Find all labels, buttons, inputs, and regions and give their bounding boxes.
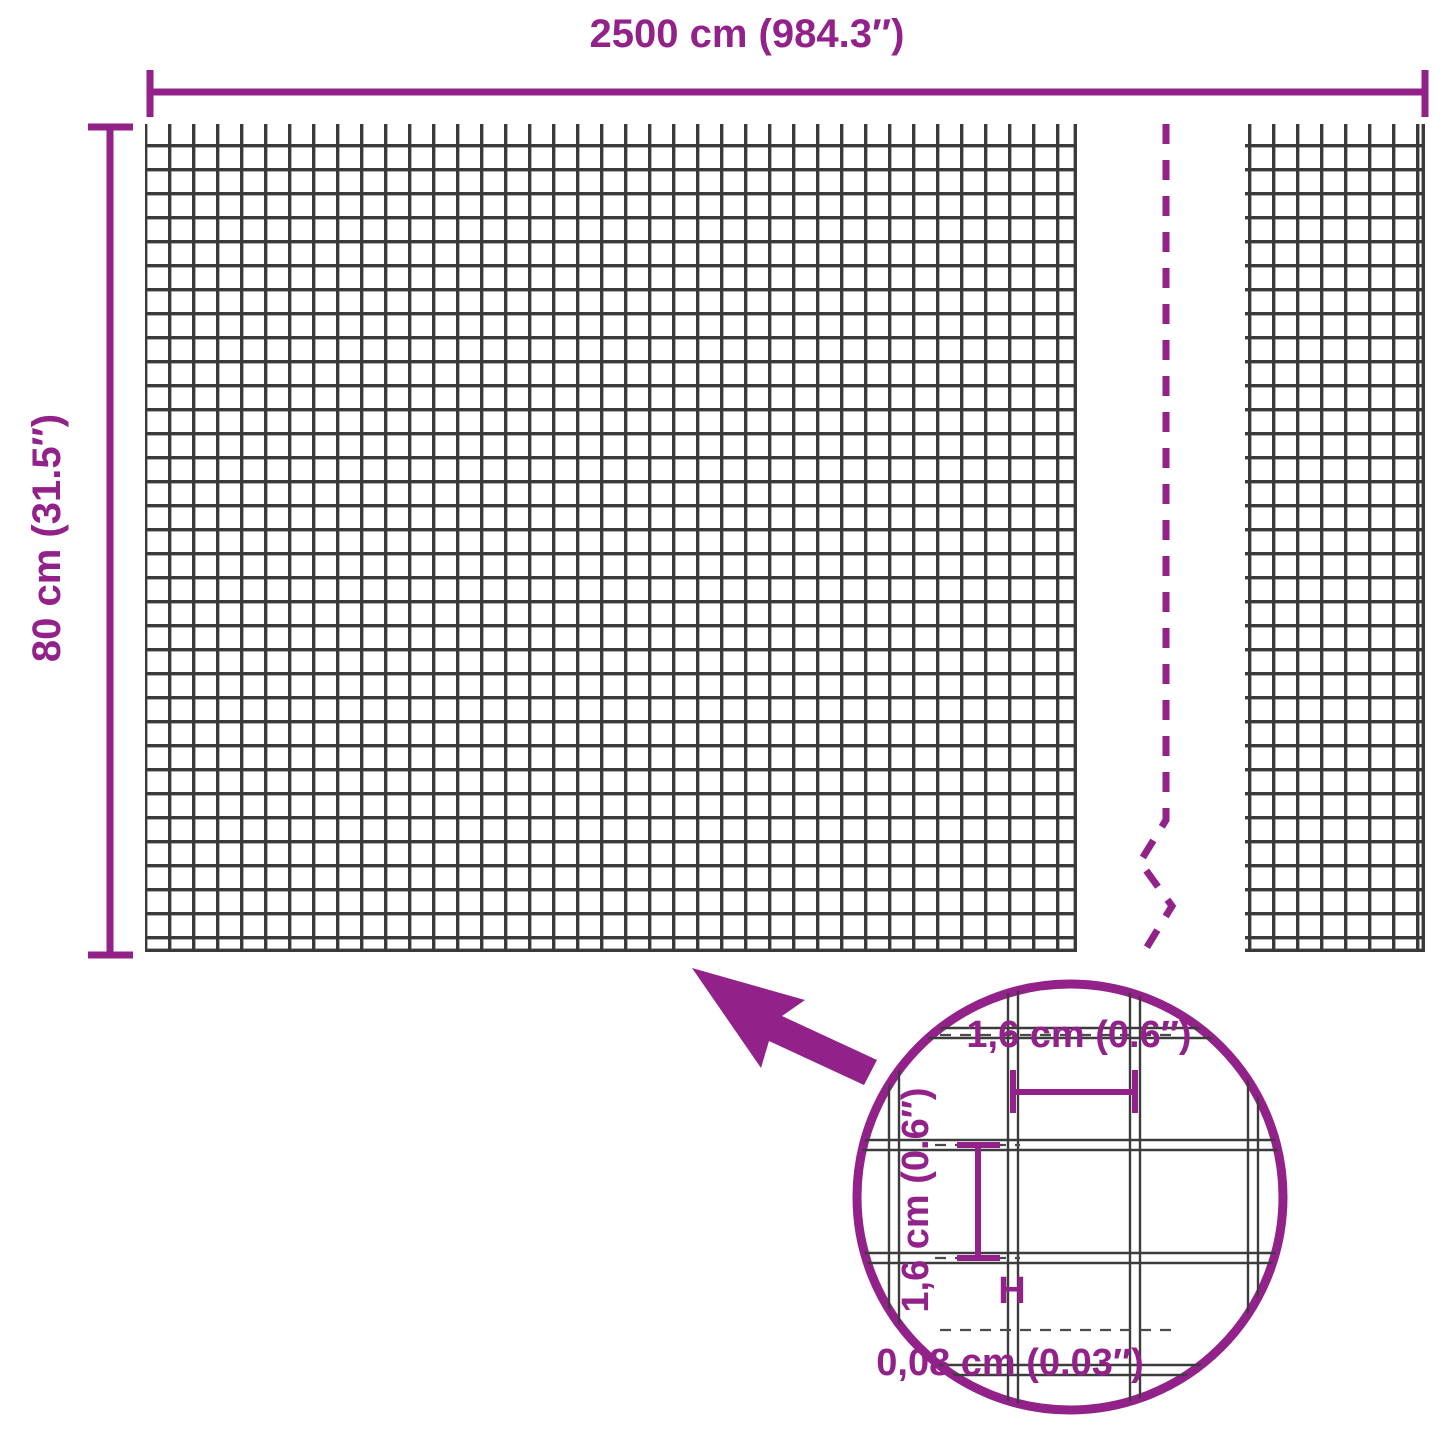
mesh-panel-right-edge-right [1421, 124, 1425, 952]
mesh-panel-main-edge-bottom [145, 948, 1077, 952]
width-dimension: 2500 cm (984.3″) [146, 12, 1429, 117]
width-dimension-label: 2500 cm (984.3″) [590, 12, 905, 56]
mesh-width-dimension-label: 1,6 cm (0.6″) [966, 1014, 1191, 1056]
wire-thickness-dimension-label: 0,08 cm (0.03″) [876, 1342, 1143, 1384]
mesh-panel-right [1245, 124, 1425, 952]
mesh-panel-main [145, 124, 1077, 952]
magnifier-callout: 1,6 cm (0.6″) 1,6 cm (0.6″) H 0,08 cm (0… [852, 979, 1288, 1415]
callout-arrow [692, 968, 877, 1085]
height-dimension: 80 cm (31.5″) [25, 123, 133, 959]
callout-arrow-shape [692, 968, 877, 1085]
mesh-height-dimension: 1,6 cm (0.6″) [895, 1087, 1000, 1313]
wire-thickness-dimension: H 0,08 cm (0.03″) [876, 1270, 1143, 1384]
mesh-height-dimension-label: 1,6 cm (0.6″) [895, 1087, 937, 1312]
height-dimension-label: 80 cm (31.5″) [25, 414, 69, 662]
mesh-panel-main-fill [145, 124, 1077, 952]
mesh-width-dimension: 1,6 cm (0.6″) [966, 1014, 1192, 1113]
magnifier-ring [852, 979, 1288, 1415]
mesh-panel-right-edge-bottom [1245, 948, 1425, 952]
break-line [1135, 124, 1177, 954]
mesh-panel-right-fill [1245, 124, 1425, 952]
mesh-panel-main-edge-right [1073, 124, 1077, 952]
wire-thickness-marker: H [998, 1270, 1025, 1312]
